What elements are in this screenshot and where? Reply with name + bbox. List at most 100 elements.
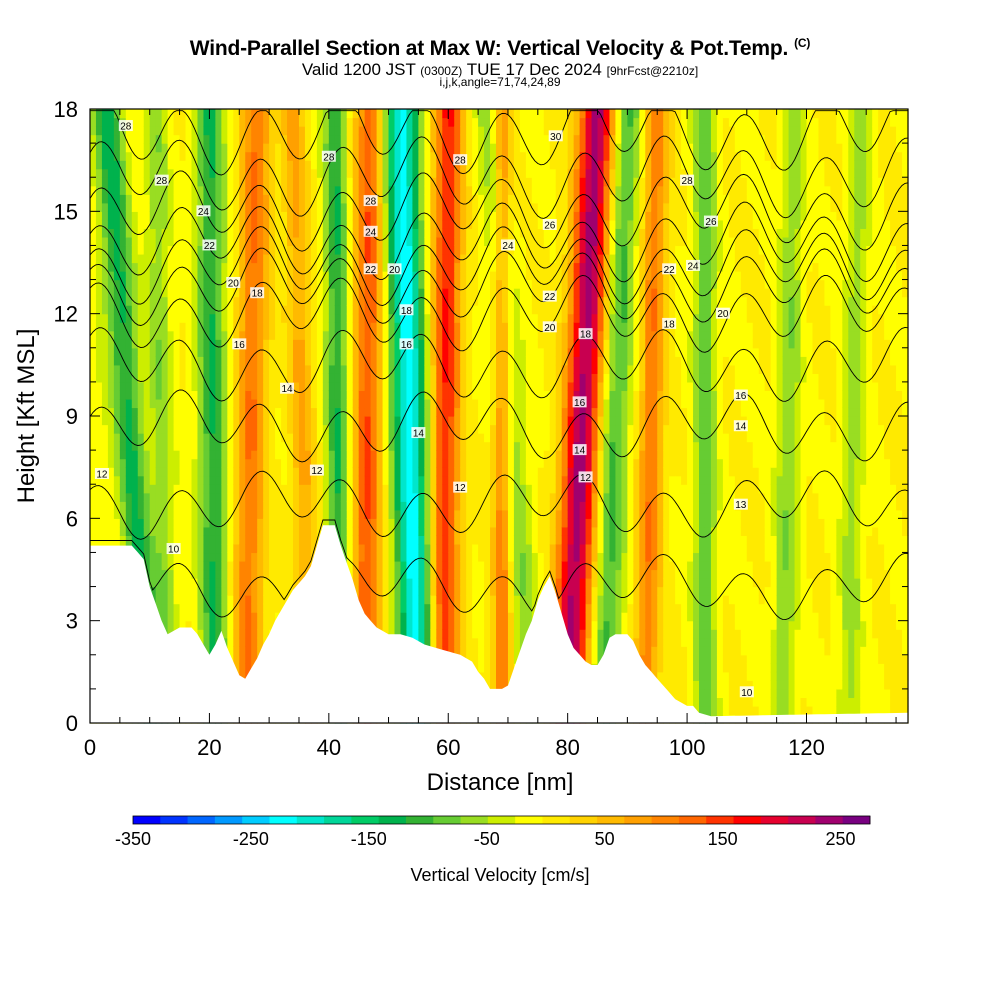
velocity-cell xyxy=(137,194,145,204)
velocity-cell xyxy=(418,390,425,400)
velocity-cell xyxy=(239,407,246,417)
velocity-cell xyxy=(340,441,348,451)
velocity-cell xyxy=(269,134,276,144)
velocity-cell xyxy=(197,253,205,264)
velocity-cell xyxy=(334,322,342,332)
velocity-cell xyxy=(227,151,234,161)
velocity-cell xyxy=(143,526,151,536)
velocity-cell xyxy=(239,424,246,434)
velocity-cell xyxy=(95,373,103,383)
velocity-cell xyxy=(484,629,491,639)
velocity-cell xyxy=(340,177,348,187)
velocity-cell xyxy=(340,117,348,127)
velocity-cell xyxy=(346,228,354,238)
velocity-cell xyxy=(394,586,402,596)
velocity-cell xyxy=(95,501,103,511)
velocity-cell xyxy=(233,620,240,630)
velocity-cell xyxy=(107,117,115,127)
velocity-cell xyxy=(161,202,169,212)
velocity-cell xyxy=(179,526,187,536)
velocity-cell xyxy=(173,330,181,340)
velocity-cell xyxy=(191,160,199,170)
velocity-cell xyxy=(239,646,246,656)
velocity-cell xyxy=(490,407,497,417)
velocity-cell xyxy=(472,535,479,545)
velocity-cell xyxy=(382,586,390,596)
velocity-cell xyxy=(197,134,205,144)
velocity-cell xyxy=(203,450,211,460)
velocity-cell xyxy=(179,578,187,588)
velocity-cell xyxy=(149,458,157,468)
velocity-cell xyxy=(251,330,258,340)
velocity-cell xyxy=(370,202,378,212)
velocity-cell xyxy=(90,518,97,528)
velocity-cell xyxy=(197,288,205,298)
velocity-cell xyxy=(107,288,115,298)
velocity-cell xyxy=(95,322,103,332)
velocity-cell xyxy=(364,117,372,127)
velocity-cell xyxy=(322,185,330,195)
velocity-cell xyxy=(245,194,252,204)
velocity-cell xyxy=(227,262,234,272)
velocity-cell xyxy=(119,398,127,409)
velocity-cell xyxy=(340,390,348,400)
velocity-cell xyxy=(149,398,157,409)
velocity-cell xyxy=(412,305,419,315)
velocity-cell xyxy=(143,109,151,119)
velocity-cell xyxy=(173,492,181,502)
velocity-cell xyxy=(394,177,402,187)
velocity-cell xyxy=(107,381,115,392)
velocity-cell xyxy=(346,253,354,264)
velocity-cell xyxy=(322,356,330,366)
velocity-cell xyxy=(179,296,187,306)
velocity-cell xyxy=(191,364,199,374)
velocity-cell xyxy=(328,433,336,443)
velocity-cell xyxy=(119,381,127,392)
velocity-cell xyxy=(275,475,282,485)
velocity-cell xyxy=(119,143,127,153)
velocity-cell xyxy=(185,185,193,195)
velocity-cell xyxy=(322,339,330,349)
velocity-cell xyxy=(436,202,443,212)
velocity-cell xyxy=(400,211,408,221)
velocity-cell xyxy=(376,168,384,178)
velocity-cell xyxy=(394,433,402,443)
velocity-cell xyxy=(490,185,497,195)
velocity-cell xyxy=(364,535,372,545)
velocity-cell xyxy=(460,126,467,136)
velocity-cell xyxy=(161,475,169,485)
velocity-cell xyxy=(382,364,390,374)
velocity-cell xyxy=(227,305,234,315)
velocity-cell xyxy=(131,109,139,119)
velocity-cell xyxy=(203,603,211,613)
velocity-cell xyxy=(251,194,258,204)
velocity-cell xyxy=(113,416,121,426)
velocity-cell xyxy=(197,578,205,588)
velocity-cell xyxy=(107,450,115,460)
velocity-cell xyxy=(113,117,121,127)
velocity-cell xyxy=(233,458,240,468)
velocity-cell xyxy=(107,313,115,323)
velocity-cell xyxy=(287,262,294,272)
velocity-cell xyxy=(197,390,205,400)
velocity-cell xyxy=(490,552,497,562)
velocity-cell xyxy=(460,381,467,392)
velocity-cell xyxy=(239,569,246,579)
velocity-cell xyxy=(436,228,443,238)
velocity-cell xyxy=(430,262,437,272)
velocity-cell xyxy=(191,373,199,383)
velocity-cell xyxy=(185,373,193,383)
velocity-cell xyxy=(125,236,133,247)
velocity-cell xyxy=(101,330,109,340)
velocity-cell xyxy=(436,398,443,409)
velocity-cell xyxy=(263,271,270,281)
velocity-cell xyxy=(358,560,366,571)
velocity-cell xyxy=(233,134,240,144)
velocity-cell xyxy=(113,177,121,187)
velocity-cell xyxy=(137,185,145,195)
velocity-cell xyxy=(149,245,157,255)
velocity-cell xyxy=(209,117,216,127)
velocity-cell xyxy=(90,356,97,366)
velocity-cell xyxy=(143,347,151,357)
velocity-cell xyxy=(298,441,306,451)
